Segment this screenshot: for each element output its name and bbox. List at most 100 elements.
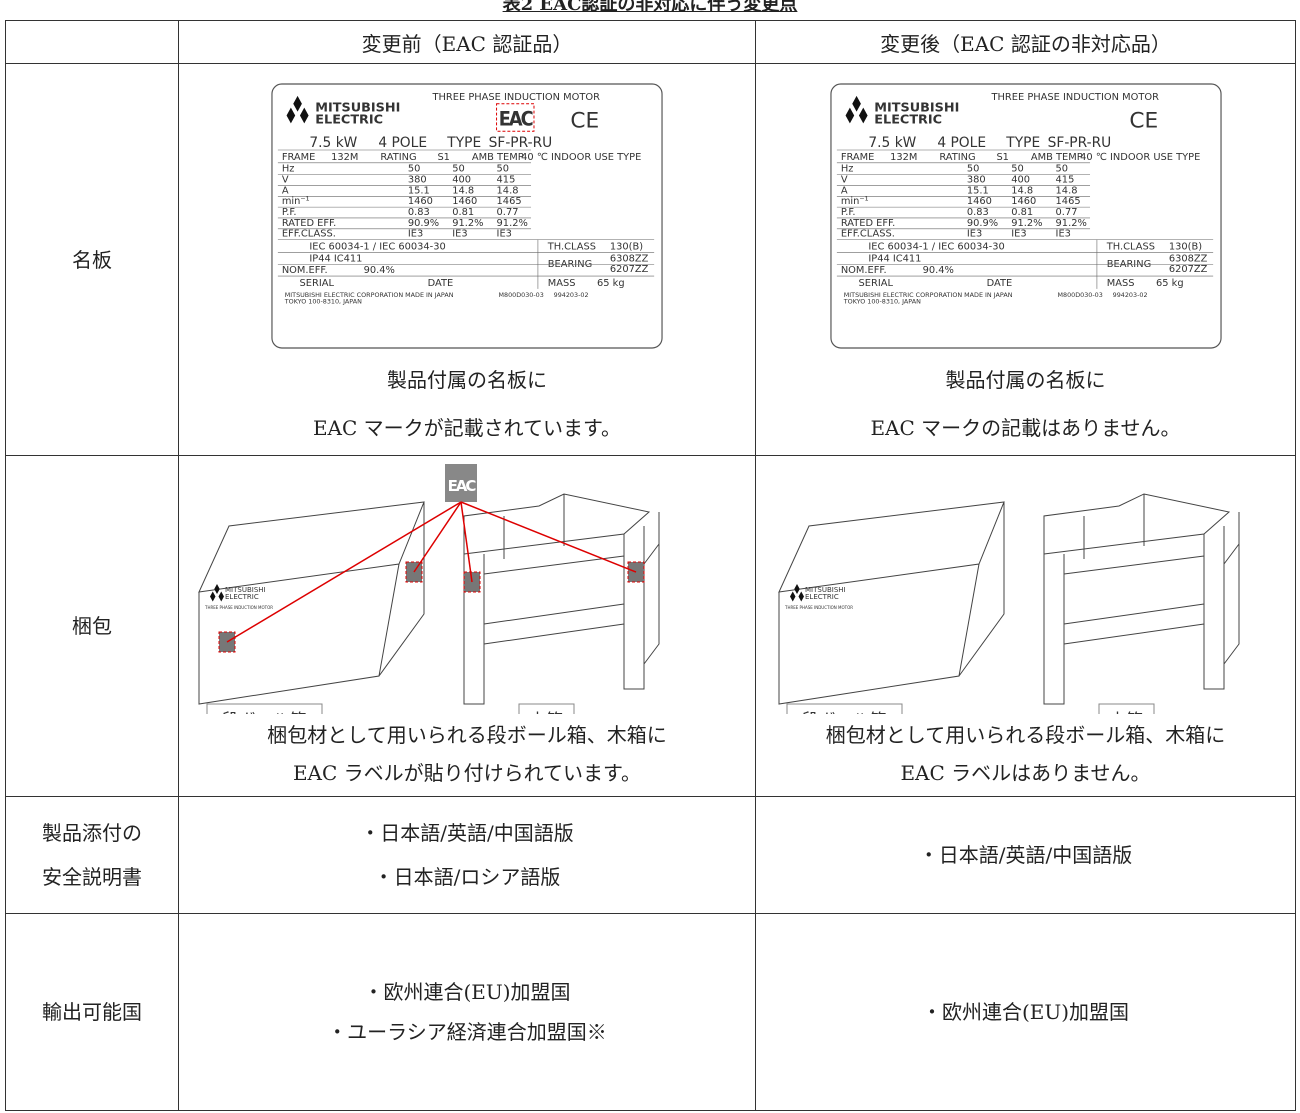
plate-text: 91.2% bbox=[1055, 217, 1086, 228]
cell: MITSUBISHI ELECTRIC THREE PHASE INDUCTION … bbox=[755, 455, 1296, 797]
plate-text: M800D030-03 bbox=[1057, 290, 1102, 298]
plate-text: 415 bbox=[1055, 174, 1074, 185]
row-label: 名板 bbox=[5, 63, 179, 456]
plate-text: 1460 bbox=[452, 196, 477, 207]
plate-text: NOM.EFF. bbox=[840, 265, 886, 276]
plate-text: IE3 bbox=[966, 228, 981, 239]
plate-text: 132M bbox=[890, 151, 917, 162]
plate-text: 15.1 bbox=[408, 185, 430, 196]
text: ・欧州連合(EU)加盟国 bbox=[363, 980, 571, 1004]
brand: MITSUBISHI bbox=[874, 100, 959, 115]
plate-text: NOM.EFF. bbox=[282, 265, 328, 276]
eac-icon bbox=[445, 464, 477, 502]
box-motor: THREE PHASE INDUCTION MOTOR bbox=[204, 605, 273, 610]
plate-text: 130(B) bbox=[1168, 241, 1201, 252]
text: ・日本語/英語/中国語版 bbox=[918, 843, 1133, 867]
label-box bbox=[1098, 703, 1154, 714]
eac-mark: EAC bbox=[499, 107, 533, 130]
text: 製品付属の名板に bbox=[945, 367, 1106, 392]
plate-text: 1460 bbox=[966, 196, 991, 207]
logo bbox=[286, 95, 309, 123]
plate-text: 91.2% bbox=[452, 217, 483, 228]
plate-text: 91.2% bbox=[1011, 217, 1042, 228]
plate-text: 1460 bbox=[1011, 196, 1036, 207]
plate-text: 6308ZZ bbox=[610, 253, 649, 264]
plate-text: IEC 60034-1 / IEC 60034-30 bbox=[868, 241, 1004, 252]
plate-text: 65 kg bbox=[1156, 277, 1184, 288]
plate-text: MASS bbox=[1106, 277, 1134, 288]
plate-text: 50 bbox=[966, 163, 979, 174]
plate-text: 6308ZZ bbox=[1168, 253, 1207, 264]
cell: ・欧州連合(EU)加盟国 ・ユーラシア経済連合加盟国※ bbox=[178, 913, 756, 1111]
plate-text: RATED EFF. bbox=[282, 217, 336, 228]
plate-text: V bbox=[282, 174, 289, 185]
label-box bbox=[518, 703, 575, 714]
text: 梱包 bbox=[72, 614, 112, 638]
plate-text: S1 bbox=[996, 151, 1009, 162]
plate-text: 7.5 kW bbox=[309, 135, 357, 151]
label-text: 段ボール箱 bbox=[801, 711, 886, 714]
plate-text: 1460 bbox=[408, 196, 433, 207]
plate-heading: THREE PHASE INDUCTION MOTOR bbox=[432, 91, 601, 102]
plate-text: MITSUBISHI ELECTRIC CORPORATION MADE IN … bbox=[843, 290, 1012, 298]
text: 輸出可能国 bbox=[42, 1000, 142, 1024]
plate-text: min⁻¹ bbox=[840, 196, 868, 207]
text: 安全説明書 bbox=[42, 865, 142, 889]
plate-text: 91.2% bbox=[497, 217, 528, 228]
text: EAC ラベルはありません。 bbox=[900, 761, 1151, 785]
plate-heading: THREE PHASE INDUCTION MOTOR bbox=[990, 91, 1159, 102]
ce-mark: CE bbox=[570, 108, 599, 133]
plate-text: min⁻¹ bbox=[282, 196, 310, 207]
plate-text: IP44 IC411 bbox=[868, 253, 921, 264]
cell: ・日本語/英語/中国語版 bbox=[755, 796, 1296, 914]
plate-text: RATED EFF. bbox=[840, 217, 894, 228]
eac-icon-text: EAC bbox=[448, 477, 477, 495]
ce-mark: CE bbox=[1129, 108, 1158, 133]
plate-text: 15.1 bbox=[966, 185, 988, 196]
plate-text: 415 bbox=[497, 174, 516, 185]
wooden-crate bbox=[463, 493, 660, 705]
plate-text: 50 bbox=[497, 163, 510, 174]
plate-text: IE3 bbox=[452, 228, 467, 239]
plate-text: 0.83 bbox=[408, 207, 430, 218]
wooden-crate bbox=[1043, 493, 1239, 705]
plate-text: BEARING bbox=[548, 259, 592, 270]
label-text: 段ボール箱 bbox=[222, 711, 307, 714]
plate-text: 14.8 bbox=[1055, 185, 1077, 196]
plate-text: V bbox=[840, 174, 847, 185]
label-text: 木箱 bbox=[1109, 711, 1143, 714]
plate-text: 4 POLE bbox=[378, 135, 427, 151]
plate-text: IE3 bbox=[497, 228, 512, 239]
plate-text: P.F. bbox=[282, 207, 297, 218]
plate-text: 0.81 bbox=[1011, 207, 1033, 218]
plate-text: 994203-02 bbox=[554, 290, 589, 298]
plate-text: 90.9% bbox=[966, 217, 997, 228]
plate-text: 14.8 bbox=[1011, 185, 1033, 196]
plate-text: 0.81 bbox=[452, 207, 474, 218]
plate-text: 65 kg bbox=[597, 277, 625, 288]
plate-text: IEC 60034-1 / IEC 60034-30 bbox=[309, 241, 445, 252]
plate-text: 1465 bbox=[1055, 196, 1080, 207]
plate-text: TH.CLASS bbox=[547, 241, 596, 252]
plate-text: IE3 bbox=[1011, 228, 1026, 239]
comparison-table: 変更前（EAC 認証品） 変更後（EAC 認証の非対応品） 名板 MITSUBI… bbox=[5, 20, 1296, 1111]
plate-text: TOKYO 100-8310, JAPAN bbox=[284, 297, 362, 305]
box-brand: ELECTRIC bbox=[805, 593, 839, 601]
plate-text: 50 bbox=[408, 163, 421, 174]
box-brand: MITSUBISHI bbox=[225, 586, 266, 594]
plate-text: 380 bbox=[408, 174, 427, 185]
logo bbox=[210, 584, 224, 602]
brand: ELECTRIC bbox=[315, 112, 383, 127]
plate-text: 40 ℃ INDOOR USE TYPE bbox=[521, 151, 641, 162]
cell: MITSUBISHI ELECTRIC THREE PHASE INDUCTION … bbox=[755, 63, 1296, 456]
text: 梱包材として用いられる段ボール箱、木箱に bbox=[267, 723, 667, 747]
arrow bbox=[413, 501, 462, 573]
cardboard-box bbox=[198, 501, 425, 705]
row-label: 輸出可能国 bbox=[5, 913, 179, 1111]
cell: ・日本語/英語/中国語版 ・日本語/ロシア語版 bbox=[178, 796, 756, 914]
plate-text: IP44 IC411 bbox=[309, 253, 362, 264]
plate-text: 130(B) bbox=[610, 241, 643, 252]
plate-text: TYPE bbox=[1005, 135, 1040, 151]
